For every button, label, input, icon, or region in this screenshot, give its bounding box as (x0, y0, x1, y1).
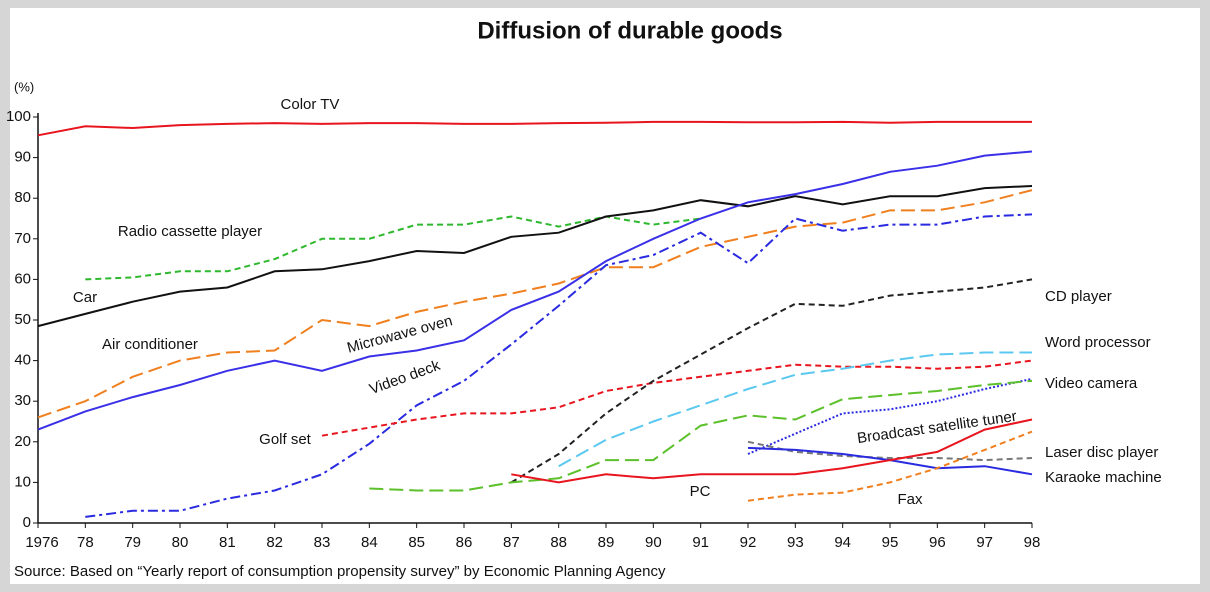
series-label: Word processor (1045, 334, 1151, 351)
series-line (747, 430, 1033, 502)
y-tick-label: 40 (14, 352, 31, 369)
x-tick-label: 92 (740, 534, 757, 551)
x-tick-label: 94 (834, 534, 851, 551)
x-tick-label: 86 (456, 534, 473, 551)
series-line (85, 213, 1033, 518)
series-label: Laser disc player (1045, 444, 1158, 461)
x-tick-label: 96 (929, 534, 946, 551)
y-tick-label: 90 (14, 149, 31, 166)
y-tick-label: 80 (14, 189, 31, 206)
y-tick-label: 10 (14, 473, 31, 490)
y-tick-label: 30 (14, 392, 31, 409)
series-label: Radio cassette player (118, 223, 262, 240)
series-line (369, 379, 1033, 492)
y-tick-label: 70 (14, 230, 31, 247)
series-label: Color TV (281, 96, 340, 113)
x-tick-label: 93 (787, 534, 804, 551)
series-line (37, 185, 1033, 328)
x-tick-label: 89 (598, 534, 615, 551)
x-tick-label: 78 (77, 534, 94, 551)
series-label: Karaoke machine (1045, 469, 1162, 486)
series-line (37, 150, 1033, 431)
series-label: Golf set (259, 431, 312, 448)
x-tick-label: 79 (124, 534, 141, 551)
x-tick-label: 91 (692, 534, 709, 551)
x-tick-label: 87 (503, 534, 520, 551)
x-tick-label: 88 (550, 534, 567, 551)
series-line (558, 351, 1032, 468)
series-label: Video camera (1045, 375, 1138, 392)
series-line (747, 440, 1033, 462)
y-axis-label: (%) (14, 79, 34, 94)
y-tick-label: 60 (14, 270, 31, 287)
x-tick-label: 85 (408, 534, 425, 551)
panel (10, 8, 1200, 584)
y-tick-label: 0 (23, 514, 31, 531)
series-label: Air conditioner (102, 336, 198, 353)
series-label: CD player (1045, 288, 1112, 305)
x-tick-label: 90 (645, 534, 662, 551)
source: Source: Based on “Yearly report of consu… (14, 563, 666, 580)
y-tick-label: 100 (6, 108, 31, 125)
x-tick-label: 95 (882, 534, 899, 551)
series-label: Fax (897, 491, 923, 508)
y-tick-label: 20 (14, 433, 31, 450)
series-label: Car (73, 289, 97, 306)
y-tick-label: 50 (14, 311, 31, 328)
series-line (511, 418, 1033, 484)
x-tick-label: 82 (266, 534, 283, 551)
x-tick-label: 97 (976, 534, 993, 551)
x-tick-label: 81 (219, 534, 236, 551)
series-label: PC (690, 483, 711, 500)
x-tick-label: 84 (361, 534, 378, 551)
x-tick-label: 98 (1024, 534, 1041, 551)
series-line (37, 189, 1033, 419)
chart-title: Diffusion of durable goods (477, 17, 782, 44)
series-line (37, 120, 1032, 137)
x-tick-label: 83 (314, 534, 331, 551)
x-tick-label: 80 (172, 534, 189, 551)
x-tick-label: 1976 (25, 534, 58, 551)
series-line (321, 359, 1033, 437)
